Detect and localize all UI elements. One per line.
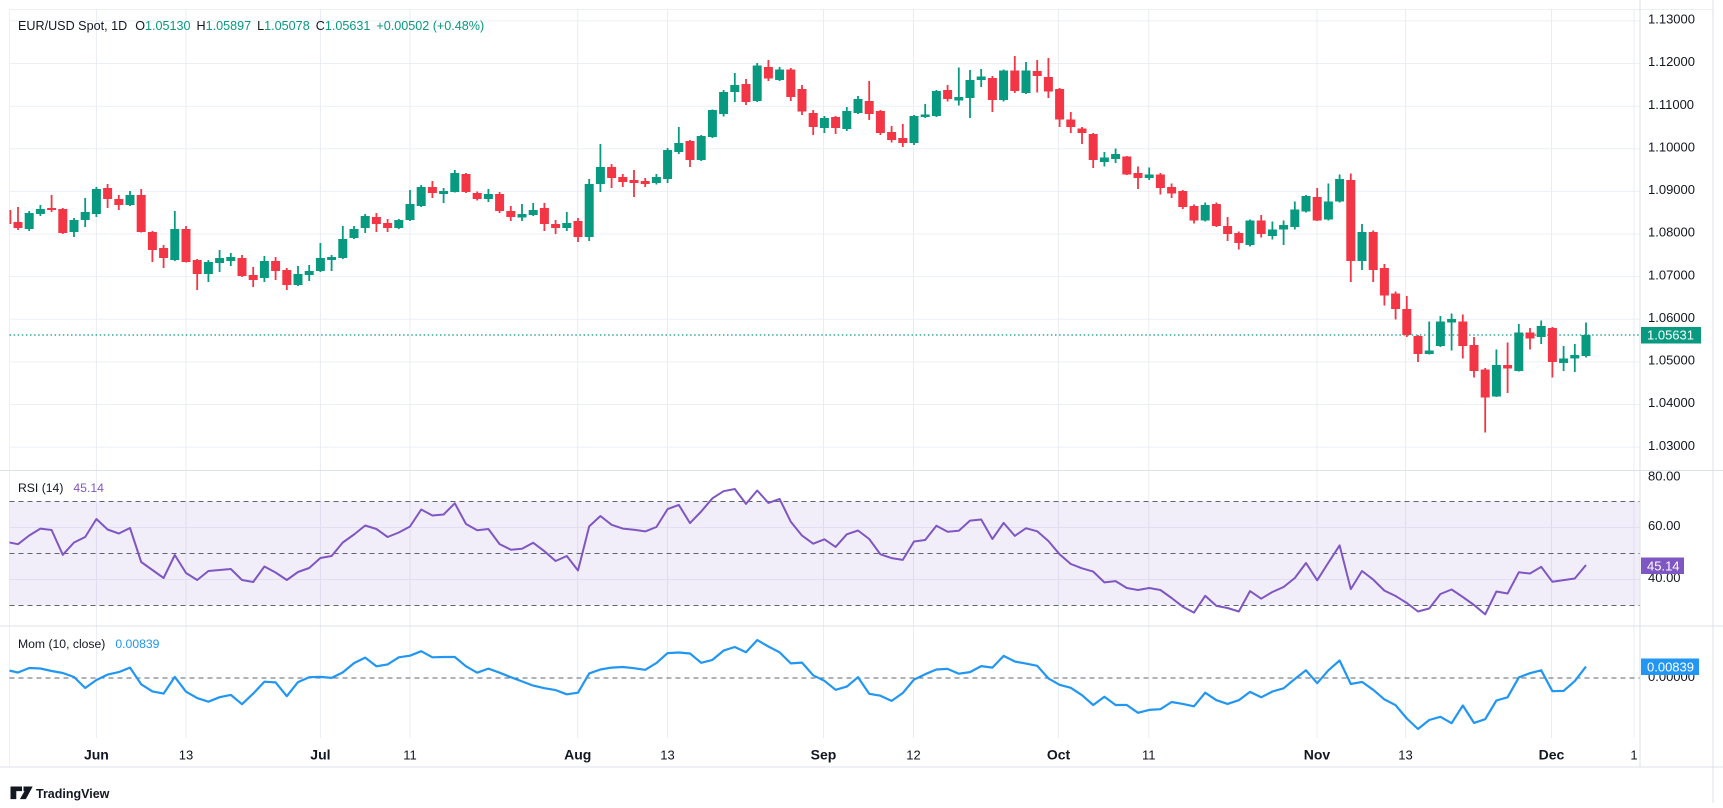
svg-text:45.14: 45.14 (1647, 558, 1680, 573)
svg-text:1.03000: 1.03000 (1648, 438, 1695, 453)
svg-text:Sep: Sep (811, 747, 837, 763)
svg-text:1.11000: 1.11000 (1648, 97, 1694, 112)
svg-text:1.05631: 1.05631 (1647, 328, 1694, 343)
svg-text:80.00: 80.00 (1648, 469, 1681, 484)
svg-text:1.10000: 1.10000 (1648, 140, 1695, 155)
svg-text:Oct: Oct (1047, 747, 1071, 763)
svg-text:1.09000: 1.09000 (1648, 182, 1695, 197)
svg-text:Jul: Jul (310, 747, 330, 763)
svg-text:13: 13 (660, 748, 674, 763)
svg-text:Aug: Aug (564, 747, 591, 763)
svg-text:11: 11 (403, 748, 417, 763)
svg-text:1: 1 (1630, 748, 1637, 763)
svg-text:1.08000: 1.08000 (1648, 225, 1695, 240)
svg-text:13: 13 (179, 748, 193, 763)
svg-text:11: 11 (1142, 748, 1156, 763)
svg-text:1.12000: 1.12000 (1648, 54, 1695, 69)
svg-text:60.00: 60.00 (1648, 518, 1681, 533)
svg-text:RSI (14)45.14: RSI (14) 45.14 (18, 481, 104, 495)
svg-text:0.00839: 0.00839 (1647, 659, 1694, 674)
svg-text:TradingView: TradingView (36, 787, 110, 801)
svg-text:Dec: Dec (1539, 747, 1565, 763)
svg-text:1.06000: 1.06000 (1648, 310, 1695, 325)
svg-text:1.07000: 1.07000 (1648, 267, 1695, 282)
svg-text:Mom (10, close)0.00839: Mom (10, close) 0.00839 (18, 637, 160, 651)
svg-text:1.13000: 1.13000 (1648, 12, 1695, 27)
svg-text:1.04000: 1.04000 (1648, 395, 1695, 410)
svg-text:1.05000: 1.05000 (1648, 353, 1695, 368)
svg-text:13: 13 (1398, 748, 1412, 763)
svg-text:Nov: Nov (1304, 747, 1331, 763)
svg-text:Jun: Jun (84, 747, 109, 763)
svg-text:12: 12 (906, 748, 920, 763)
